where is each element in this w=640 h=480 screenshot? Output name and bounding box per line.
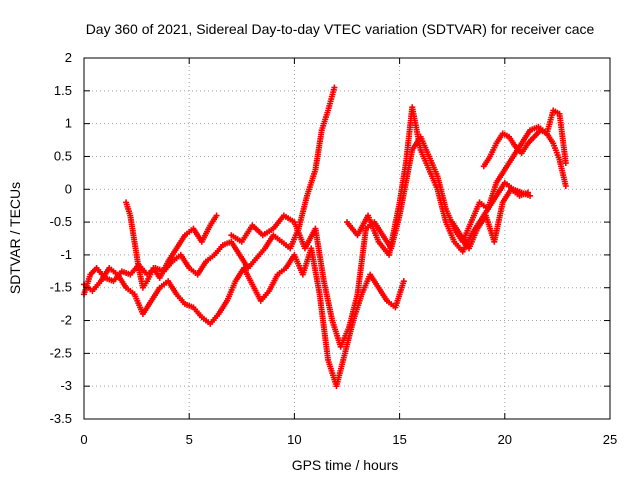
chart-title: Day 360 of 2021, Sidereal Day-to-day VTE… (86, 21, 595, 37)
data-point (213, 212, 220, 219)
x-axis-label: GPS time / hours (292, 457, 399, 473)
axis-ticks: 0 5 10 15 20 25 -3.5 -3 -2.5 -2 -1.5 -1 -0.5 0 0.5 1 1.5… (50, 50, 618, 447)
x-tick-label: 15 (392, 432, 406, 447)
y-tick-label: 1 (65, 116, 72, 131)
y-tick-label: -2 (60, 313, 72, 328)
y-tick-label: -3 (60, 378, 72, 393)
x-tick-label: 5 (186, 432, 193, 447)
data-point (527, 192, 534, 199)
plot-frame (83, 57, 611, 420)
y-tick-label: -1.5 (50, 280, 72, 295)
y-tick-label: -0.5 (50, 214, 72, 229)
y-tick-label: 0.5 (54, 148, 72, 163)
x-tick-label: 25 (603, 432, 617, 447)
y-tick-label: 0 (65, 181, 72, 196)
x-tick-label: 0 (80, 432, 87, 447)
data-points (81, 84, 569, 390)
grid (84, 58, 610, 419)
x-tick-label: 20 (498, 432, 512, 447)
y-tick-label: -2.5 (50, 345, 72, 360)
y-tick-label: -1 (60, 247, 72, 262)
data-point (331, 84, 338, 91)
x-tick-label: 10 (287, 432, 301, 447)
y-tick-label: 2 (65, 50, 72, 65)
data-point (562, 182, 569, 189)
y-tick-label: -3.5 (50, 411, 72, 426)
y-axis-label: SDTVAR / TECUs (7, 182, 23, 294)
data-point (524, 189, 531, 196)
data-point (562, 160, 569, 167)
y-tick-label: 1.5 (54, 83, 72, 98)
data-point (400, 278, 407, 285)
